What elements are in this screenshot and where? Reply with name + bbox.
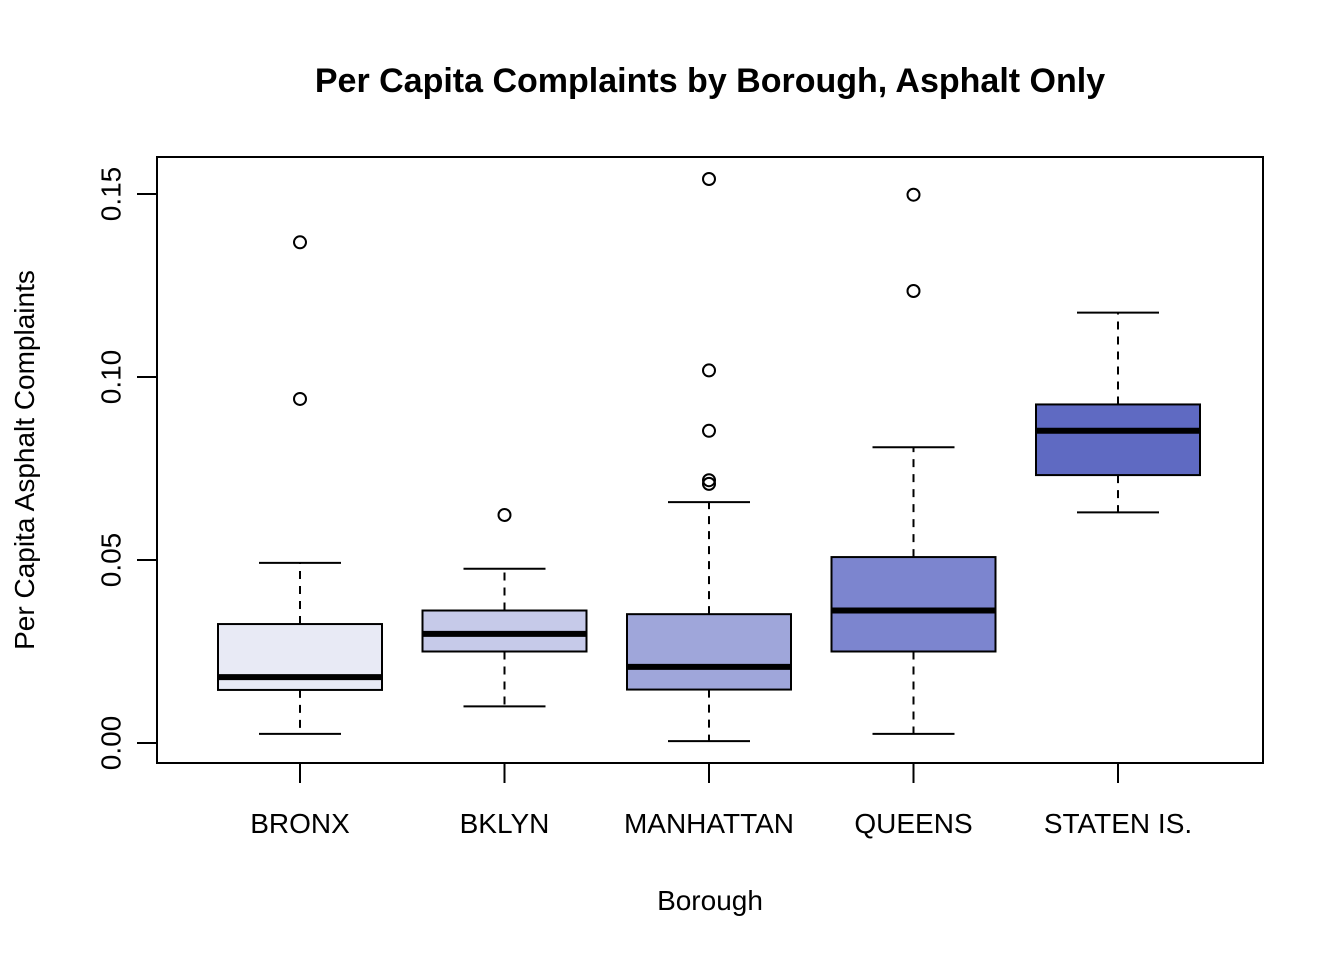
x-tick-label: BKLYN <box>460 808 550 839</box>
box-group-bronx <box>217 235 383 735</box>
x-tick-label: STATEN IS. <box>1044 808 1192 839</box>
iqr-box <box>1035 403 1201 477</box>
y-tick-label: 0.05 <box>95 533 126 588</box>
x-tick-label: MANHATTAN <box>624 808 794 839</box>
iqr-box <box>626 613 792 691</box>
outlier-point <box>293 235 307 250</box>
box-group-manhattan <box>626 171 792 743</box>
iqr-box <box>830 556 997 653</box>
chart-title: Per Capita Complaints by Borough, Asphal… <box>315 62 1105 100</box>
outlier-point <box>497 507 512 522</box>
boxes-layer <box>217 171 1201 743</box>
x-axis-label: Borough <box>657 885 763 916</box>
y-tick-label: 0.15 <box>95 167 126 222</box>
x-tick-label: QUEENS <box>854 808 972 839</box>
y-tick-label: 0.00 <box>95 716 126 771</box>
outlier-point <box>906 283 921 298</box>
x-tick-label: BRONX <box>250 808 350 839</box>
outlier-point <box>702 476 716 491</box>
box-group-queens <box>830 187 997 735</box>
y-axis-label: Per Capita Asphalt Complaints <box>9 270 40 650</box>
box-group-bklyn <box>421 507 588 708</box>
outlier-point <box>906 187 921 202</box>
outlier-point <box>702 473 716 488</box>
y-tick-label: 0.10 <box>95 350 126 405</box>
outlier-point <box>702 363 716 378</box>
box-group-staten-is <box>1035 311 1201 514</box>
outlier-point <box>702 171 716 186</box>
y-axis: 0.00 0.05 0.10 0.15 <box>95 167 157 771</box>
x-axis: BRONX BKLYN MANHATTAN QUEENS STATEN IS. <box>250 763 1192 839</box>
outlier-point <box>293 391 307 406</box>
outlier-point <box>702 423 716 438</box>
